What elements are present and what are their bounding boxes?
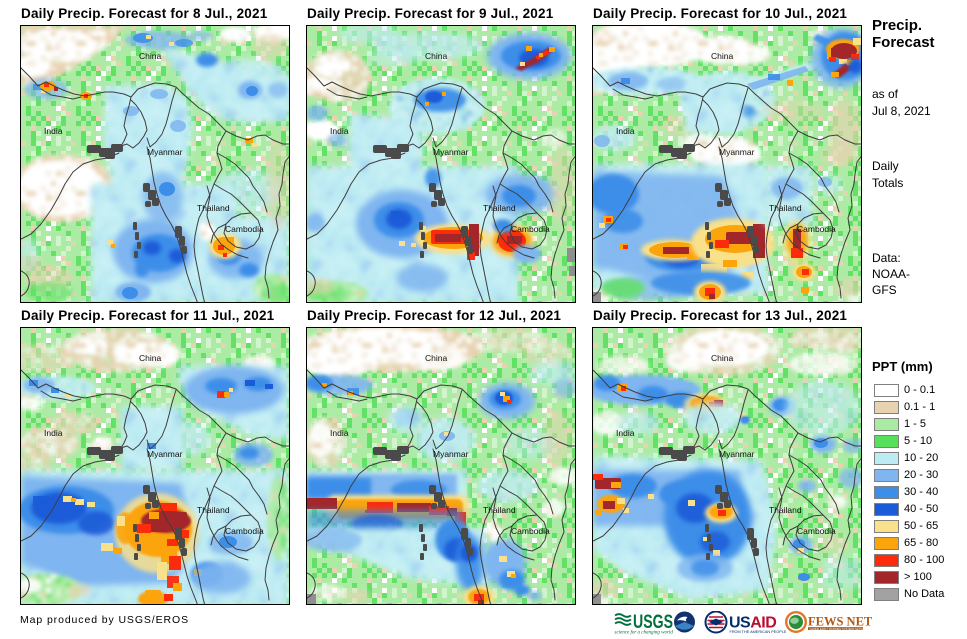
svg-text:India: India	[330, 126, 349, 136]
svg-text:Myanmar: Myanmar	[433, 147, 469, 157]
svg-text:Thailand: Thailand	[483, 203, 516, 213]
svg-text:China: China	[425, 353, 447, 363]
svg-text:India: India	[44, 428, 63, 438]
svg-text:Cambodia: Cambodia	[797, 224, 836, 234]
svg-text:USGS: USGS	[633, 611, 673, 633]
svg-text:India: India	[616, 428, 635, 438]
svg-text:Myanmar: Myanmar	[719, 147, 755, 157]
svg-text:USAID: USAID	[729, 615, 776, 632]
svg-text:China: China	[711, 353, 733, 363]
svg-text:Thailand: Thailand	[483, 505, 516, 515]
svg-text:China: China	[711, 51, 733, 61]
svg-text:China: China	[139, 51, 161, 61]
svg-text:Thailand: Thailand	[197, 203, 230, 213]
svg-text:India: India	[616, 126, 635, 136]
svg-text:Myanmar: Myanmar	[433, 449, 469, 459]
svg-text:India: India	[44, 126, 63, 136]
svg-text:Thailand: Thailand	[197, 505, 230, 515]
svg-text:Myanmar: Myanmar	[147, 147, 183, 157]
svg-text:FEWS NET: FEWS NET	[808, 615, 873, 629]
svg-text:India: India	[330, 428, 349, 438]
svg-text:Thailand: Thailand	[769, 203, 802, 213]
svg-text:Myanmar: Myanmar	[147, 449, 183, 459]
svg-text:Cambodia: Cambodia	[797, 526, 836, 536]
svg-text:Cambodia: Cambodia	[225, 526, 264, 536]
svg-text:Cambodia: Cambodia	[225, 224, 264, 234]
svg-text:China: China	[425, 51, 447, 61]
svg-text:FAMINE EARLY WARNING SYSTEMS N: FAMINE EARLY WARNING SYSTEMS NETWORK	[810, 627, 869, 631]
svg-text:science for a changing world: science for a changing world	[615, 631, 674, 636]
svg-text:Cambodia: Cambodia	[511, 224, 550, 234]
svg-text:China: China	[139, 353, 161, 363]
svg-text:Cambodia: Cambodia	[511, 526, 550, 536]
svg-text:Thailand: Thailand	[769, 505, 802, 515]
svg-text:FROM THE AMERICAN PEOPLE: FROM THE AMERICAN PEOPLE	[730, 630, 787, 634]
svg-text:Myanmar: Myanmar	[719, 449, 755, 459]
